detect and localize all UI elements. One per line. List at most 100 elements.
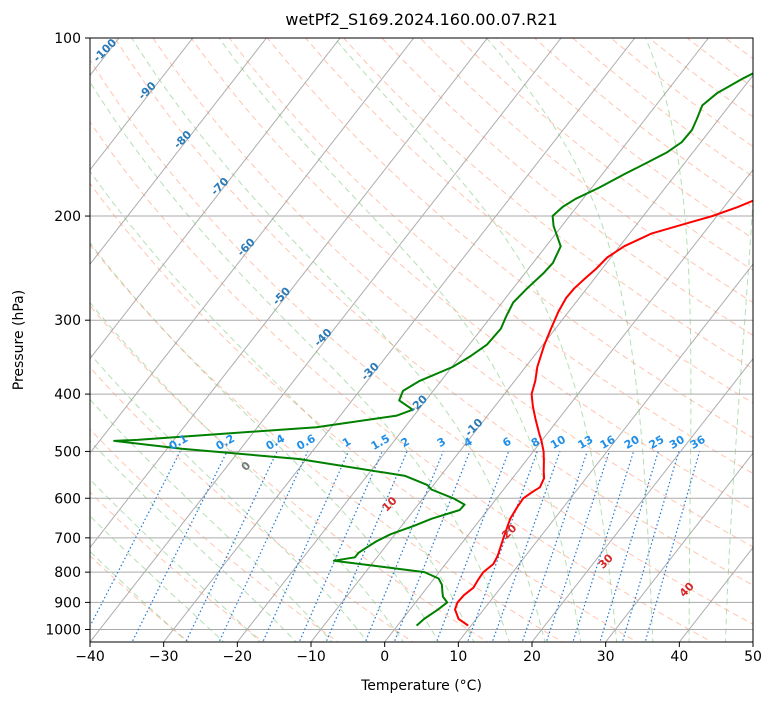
mixing-ratio-line — [298, 451, 383, 642]
isotherm-line — [163, 38, 636, 642]
dry-adiabat-line — [419, 38, 753, 304]
dry-adiabat-line — [267, 38, 753, 439]
moist-adiabat-line — [90, 478, 261, 642]
moist-adiabat-label: 30 — [596, 551, 616, 571]
moist-adiabat-line — [90, 301, 404, 642]
isotherm-line — [457, 263, 753, 642]
x-tick-label: 20 — [523, 649, 541, 665]
mixing-ratio-label: 10 — [548, 433, 568, 452]
moist-adiabat-line — [90, 440, 298, 642]
x-tick-label: 30 — [597, 649, 615, 665]
isotherm-line — [752, 641, 753, 642]
moist-adiabat-line — [334, 38, 618, 642]
x-axis-label: Temperature (°C) — [361, 678, 482, 694]
y-tick-label: 300 — [54, 313, 81, 329]
moist-adiabat-line — [90, 242, 440, 642]
dewpoint-profile — [113, 72, 753, 627]
dry-adiabat-line — [190, 38, 753, 511]
chart-title: wetPf2_S169.2024.160.00.07.R21 — [285, 10, 558, 29]
dry-adiabat-line — [686, 38, 753, 89]
mixing-ratio-label: 16 — [598, 433, 618, 452]
isobars — [90, 38, 753, 630]
isotherm-line — [90, 38, 341, 360]
isotherm-line — [236, 38, 709, 642]
mixing-ratio-label: 13 — [576, 433, 596, 452]
y-tick-label: 800 — [54, 565, 81, 581]
dry-adiabat-line — [648, 38, 753, 118]
dry-adiabat-line — [381, 38, 753, 337]
moist-adiabat-line — [645, 38, 692, 642]
isotherm-line — [90, 38, 267, 266]
mixing-ratio-line — [491, 451, 561, 642]
dry-adiabat-label: -70 — [208, 175, 231, 198]
isotherms — [90, 38, 753, 642]
isotherm-line — [384, 168, 753, 642]
y-axis-ticks: 1000 900 800 700 600 500 400 300 200 100 — [45, 31, 90, 638]
moist-adiabat-line — [131, 38, 546, 642]
mixing-ratio-line — [262, 451, 350, 642]
plot-frame — [89, 37, 754, 643]
dry-adiabats — [90, 38, 775, 644]
mixing-ratio-label: 3 — [435, 435, 448, 450]
mixing-ratio-label: 1 — [340, 435, 353, 450]
mixing-ratio-label: 1.5 — [369, 432, 392, 453]
dry-adiabat-line — [90, 366, 414, 642]
isotherm-line — [90, 38, 415, 454]
dry-adiabat-line — [343, 38, 753, 370]
moist-adiabat-label: 40 — [677, 580, 697, 600]
y-tick-label: 600 — [54, 491, 81, 507]
dry-adiabat-line — [90, 555, 190, 642]
mixing-ratio-label: 0.6 — [294, 432, 318, 453]
moist-adiabat-line — [90, 81, 510, 642]
moist-adiabat-line — [486, 38, 654, 642]
mixing-ratio-line — [599, 451, 659, 642]
mixing-ratio-line — [185, 451, 278, 642]
x-axis-ticks: −40 −30 −20 −10 0 10 20 30 40 50 — [75, 642, 762, 665]
x-tick-label: 0 — [380, 649, 389, 665]
moist-adiabat-line — [90, 515, 225, 642]
dry-adiabat-line — [725, 38, 753, 60]
isotherm-line — [90, 38, 488, 549]
y-tick-label: 500 — [54, 444, 81, 460]
x-tick-label: −10 — [296, 649, 326, 665]
x-tick-label: 40 — [670, 649, 688, 665]
mixing-ratio-line — [364, 451, 444, 642]
mixing-ratio-line — [545, 451, 610, 642]
dry-adiabat-label: -30 — [359, 360, 382, 383]
dry-adiabat-line — [495, 38, 753, 240]
mixing-ratio-line — [393, 451, 471, 642]
dry-adiabat-label: -20 — [407, 392, 430, 415]
dry-adiabat-line — [90, 243, 564, 642]
dry-adiabat-label: -50 — [270, 284, 293, 307]
mixing-ratio-line — [644, 451, 701, 642]
dry-adiabat-line — [152, 38, 753, 548]
dry-adiabat-label: -90 — [136, 79, 159, 102]
x-tick-label: −40 — [75, 649, 105, 665]
x-tick-label: 10 — [449, 649, 467, 665]
isotherm-line — [90, 38, 194, 171]
mixing-ratio-line — [131, 451, 228, 642]
dry-adiabat-line — [763, 38, 775, 644]
y-axis-label: Pressure (hPa) — [11, 289, 27, 391]
dry-adiabat-line — [114, 38, 753, 586]
x-tick-label: −20 — [223, 649, 253, 665]
dry-adiabat-line — [305, 38, 753, 404]
y-tick-label: 100 — [54, 31, 81, 47]
mixing-ratio-line — [218, 451, 309, 642]
dry-adiabat-line — [90, 305, 489, 642]
isotherm-line — [90, 38, 562, 642]
mixing-ratio-line — [572, 451, 635, 642]
mixing-ratio-label: 2 — [399, 435, 412, 450]
dry-adiabat-line — [90, 121, 713, 642]
y-tick-label: 700 — [54, 531, 81, 547]
y-tick-label: 1000 — [45, 622, 81, 638]
mixing-ratio-line — [466, 451, 538, 642]
dry-adiabat-label: -100 — [91, 36, 120, 65]
plot-area: -100-90-80-70-60-50-40-30-20-100.1 0.2 0.4… — [90, 36, 775, 644]
moist-adiabat-label: 10 — [380, 494, 400, 514]
moist-adiabat-line — [90, 170, 475, 642]
mixing-ratio-label: 20 — [622, 433, 642, 452]
dry-adiabat-line — [90, 58, 753, 625]
